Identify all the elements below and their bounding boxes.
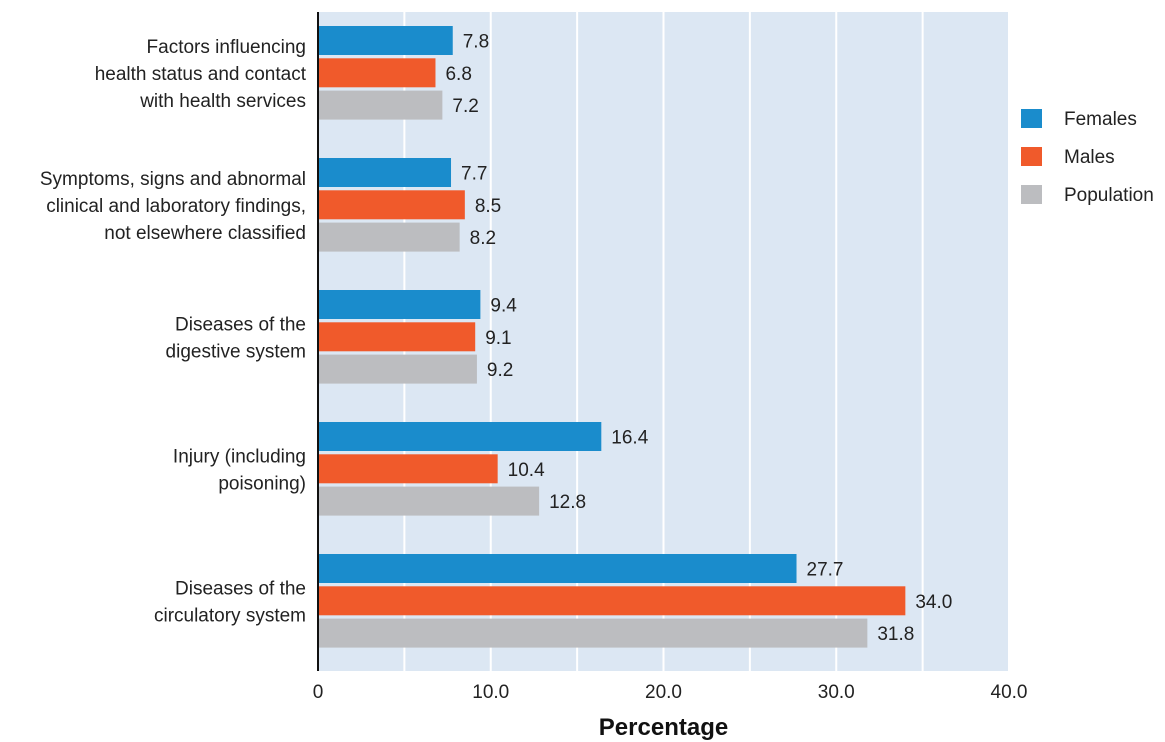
category-label: digestive system <box>166 341 306 362</box>
bar-males <box>319 322 475 351</box>
legend-swatch-females <box>1021 109 1042 128</box>
x-tick-label: 0 <box>313 682 324 703</box>
bar-females <box>319 158 451 187</box>
value-label-females: 9.4 <box>490 296 517 317</box>
bar-females <box>319 554 797 583</box>
bar-males <box>319 58 435 87</box>
category-label: circulatory system <box>154 605 306 626</box>
value-label-males: 8.5 <box>475 196 501 217</box>
value-label-males: 34.0 <box>915 592 952 613</box>
value-label-population: 12.8 <box>549 492 586 513</box>
x-tick-label: 10.0 <box>472 682 509 703</box>
bar-population <box>319 91 442 120</box>
bar-population <box>319 355 477 384</box>
value-label-females: 7.8 <box>463 32 489 53</box>
legend: Females Males Population <box>1021 109 1154 206</box>
bar-males <box>319 586 905 615</box>
category-labels-group: Factors influencing health status and con… <box>40 37 307 627</box>
category-label: Diseases of the <box>175 314 306 335</box>
category-label: poisoning) <box>218 473 306 494</box>
bar-population <box>319 487 539 516</box>
category-label: Factors influencing <box>147 37 306 58</box>
value-label-population: 31.8 <box>877 624 914 645</box>
category-label: clinical and laboratory findings, <box>46 196 306 217</box>
value-label-population: 9.2 <box>487 360 513 381</box>
category-label: Diseases of the <box>175 578 306 599</box>
legend-label-population: Population <box>1064 185 1154 206</box>
value-label-females: 27.7 <box>807 560 844 581</box>
category-label: not elsewhere classified <box>104 223 306 244</box>
value-label-males: 9.1 <box>485 328 511 349</box>
value-label-males: 10.4 <box>508 460 545 481</box>
x-tick-labels-group: 0 10.0 20.0 30.0 40.0 <box>313 682 1028 703</box>
category-label: Symptoms, signs and abnormal <box>40 169 306 190</box>
value-label-population: 7.2 <box>452 96 478 117</box>
value-label-females: 7.7 <box>461 164 487 185</box>
bar-males <box>319 190 465 219</box>
legend-swatch-males <box>1021 147 1042 166</box>
x-tick-label: 30.0 <box>818 682 855 703</box>
x-axis-title: Percentage <box>599 714 728 741</box>
bar-males <box>319 454 498 483</box>
category-label: Injury (including <box>173 446 306 467</box>
category-label: health status and contact <box>95 64 307 85</box>
bar-females <box>319 290 480 319</box>
value-label-males: 6.8 <box>445 64 471 85</box>
x-tick-label: 20.0 <box>645 682 682 703</box>
legend-label-females: Females <box>1064 109 1137 130</box>
category-label: with health services <box>139 91 306 112</box>
x-tick-label: 40.0 <box>991 682 1028 703</box>
legend-label-males: Males <box>1064 147 1115 168</box>
value-label-females: 16.4 <box>611 428 648 449</box>
value-label-population: 8.2 <box>470 228 496 249</box>
bar-population <box>319 619 867 648</box>
legend-swatch-population <box>1021 185 1042 204</box>
bar-females <box>319 26 453 55</box>
bar-population <box>319 223 460 252</box>
bar-females <box>319 422 601 451</box>
